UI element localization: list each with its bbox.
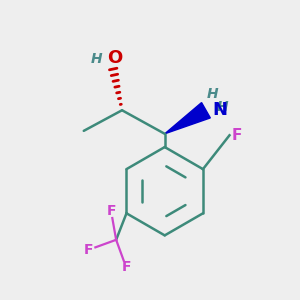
Polygon shape (165, 103, 210, 134)
Text: F: F (232, 128, 242, 143)
Text: H: H (91, 52, 103, 66)
Text: N: N (212, 101, 227, 119)
Text: H: H (207, 87, 218, 101)
Text: F: F (122, 260, 131, 274)
Text: H: H (217, 100, 229, 114)
Text: F: F (84, 243, 93, 257)
Text: F: F (106, 204, 116, 218)
Text: O: O (107, 49, 122, 67)
